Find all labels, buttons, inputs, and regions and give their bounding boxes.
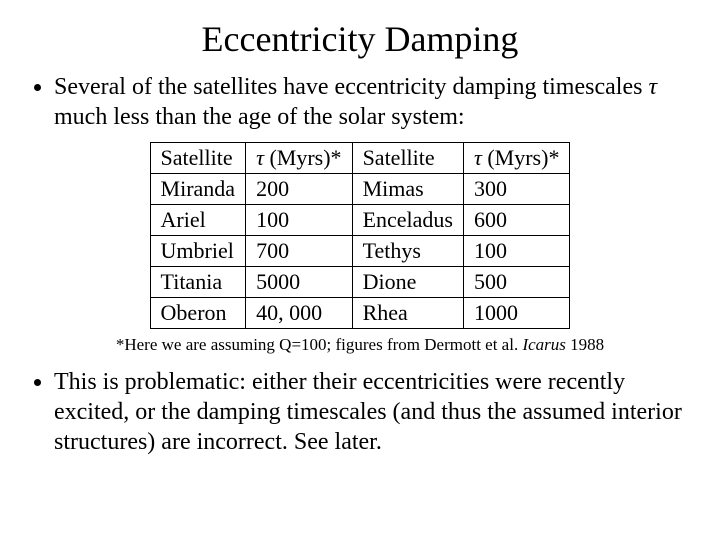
cell-tau: 300 xyxy=(463,174,569,205)
col-tau-b: τ (Myrs)* xyxy=(463,143,569,174)
bullet-1-post: much less than the age of the solar syst… xyxy=(54,104,465,130)
bullet-list-2: This is problematic: either their eccent… xyxy=(28,367,692,457)
cell-tau: 5000 xyxy=(246,267,352,298)
table-header-row: Satellite τ (Myrs)* Satellite τ (Myrs)* xyxy=(150,143,570,174)
tau-symbol: τ xyxy=(648,74,657,100)
col-satellite-a: Satellite xyxy=(150,143,246,174)
bullet-1-pre: Several of the satellites have eccentric… xyxy=(54,74,648,100)
bullet-list: Several of the satellites have eccentric… xyxy=(28,72,692,132)
slide-title: Eccentricity Damping xyxy=(28,18,692,60)
tau-a-units: (Myrs)* xyxy=(264,145,342,170)
table-row: Ariel 100 Enceladus 600 xyxy=(150,205,570,236)
cell-tau: 40, 000 xyxy=(246,298,352,329)
table-row: Umbriel 700 Tethys 100 xyxy=(150,236,570,267)
cell-sat: Ariel xyxy=(150,205,246,236)
damping-table: Satellite τ (Myrs)* Satellite τ (Myrs)* … xyxy=(150,142,571,329)
cell-sat: Umbriel xyxy=(150,236,246,267)
cell-sat: Mimas xyxy=(352,174,463,205)
cell-tau: 100 xyxy=(463,236,569,267)
cell-sat: Dione xyxy=(352,267,463,298)
cell-sat: Rhea xyxy=(352,298,463,329)
cell-sat: Miranda xyxy=(150,174,246,205)
slide: Eccentricity Damping Several of the sate… xyxy=(0,0,720,457)
tau-a-symbol: τ xyxy=(256,145,264,170)
cell-tau: 1000 xyxy=(463,298,569,329)
footnote: *Here we are assuming Q=100; figures fro… xyxy=(28,335,692,355)
table-container: Satellite τ (Myrs)* Satellite τ (Myrs)* … xyxy=(28,142,692,329)
footnote-pre: *Here we are assuming Q=100; figures fro… xyxy=(116,335,523,354)
cell-tau: 500 xyxy=(463,267,569,298)
bullet-2: This is problematic: either their eccent… xyxy=(54,367,692,457)
cell-tau: 200 xyxy=(246,174,352,205)
table-row: Oberon 40, 000 Rhea 1000 xyxy=(150,298,570,329)
tau-b-symbol: τ xyxy=(474,145,482,170)
cell-sat: Oberon xyxy=(150,298,246,329)
cell-tau: 700 xyxy=(246,236,352,267)
footnote-journal: Icarus xyxy=(522,335,565,354)
bullet-1: Several of the satellites have eccentric… xyxy=(54,72,692,132)
table-row: Titania 5000 Dione 500 xyxy=(150,267,570,298)
footnote-post: 1988 xyxy=(566,335,604,354)
col-satellite-b: Satellite xyxy=(352,143,463,174)
cell-sat: Enceladus xyxy=(352,205,463,236)
cell-sat: Titania xyxy=(150,267,246,298)
cell-sat: Tethys xyxy=(352,236,463,267)
tau-b-units: (Myrs)* xyxy=(482,145,560,170)
col-tau-a: τ (Myrs)* xyxy=(246,143,352,174)
table-row: Miranda 200 Mimas 300 xyxy=(150,174,570,205)
cell-tau: 600 xyxy=(463,205,569,236)
cell-tau: 100 xyxy=(246,205,352,236)
